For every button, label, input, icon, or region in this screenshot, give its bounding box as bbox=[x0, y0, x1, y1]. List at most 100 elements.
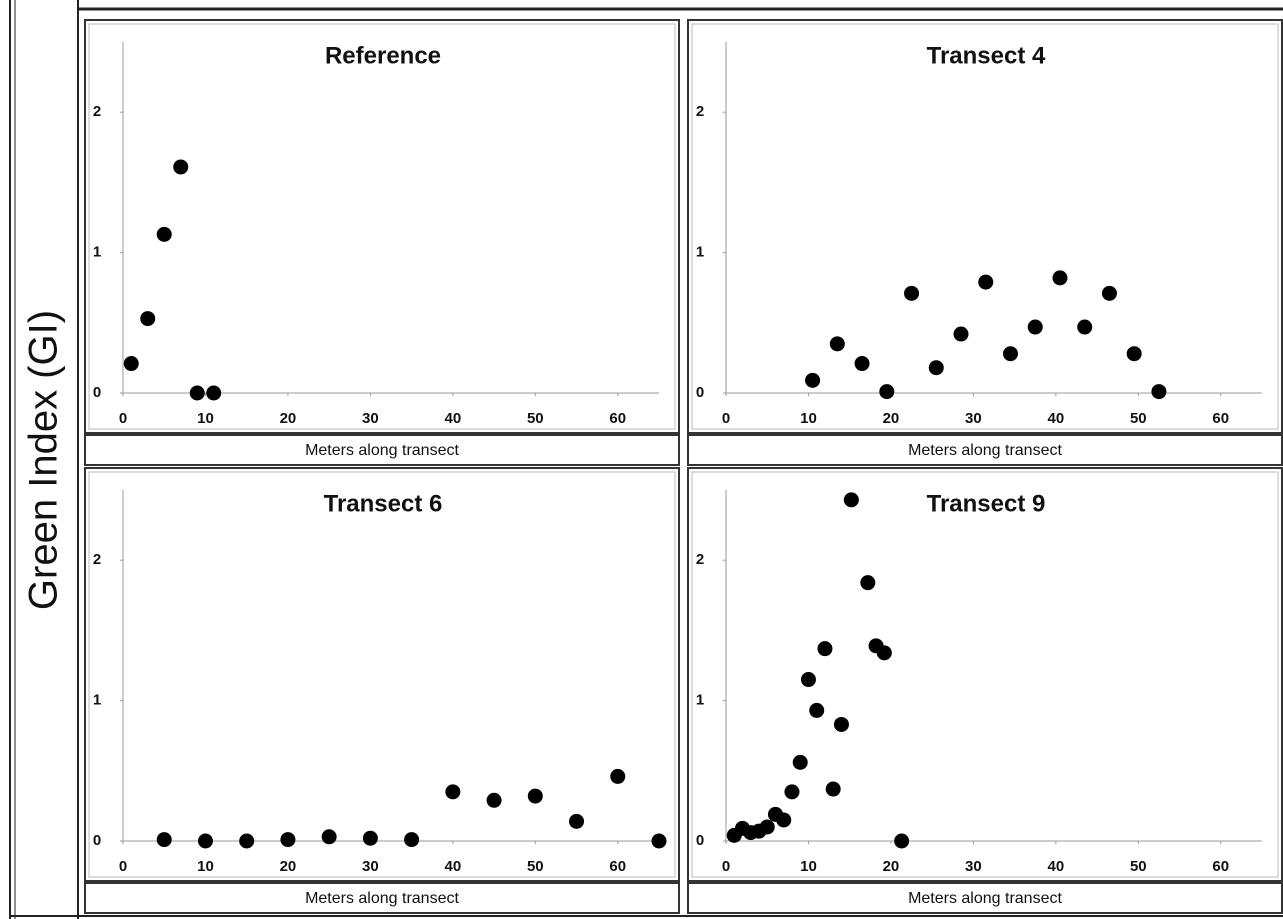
x-tick-label: 10 bbox=[197, 410, 214, 427]
point bbox=[189, 385, 205, 401]
point bbox=[843, 492, 859, 508]
point bbox=[833, 716, 849, 732]
point bbox=[825, 781, 841, 797]
y-tick-label: 1 bbox=[93, 692, 101, 709]
panel-inner bbox=[691, 23, 1279, 430]
panel-frame bbox=[687, 467, 1283, 882]
x-tick-label: 40 bbox=[445, 410, 462, 427]
point bbox=[1002, 346, 1018, 362]
point bbox=[321, 829, 337, 845]
y-tick-label: 0 bbox=[93, 384, 101, 401]
point bbox=[569, 813, 585, 829]
x-axis-label: Meters along transect bbox=[305, 442, 459, 459]
point bbox=[173, 159, 189, 175]
point bbox=[362, 830, 378, 846]
point bbox=[953, 326, 969, 342]
y-tick-label: 2 bbox=[93, 551, 101, 568]
x-tick-label: 20 bbox=[280, 410, 297, 427]
x-axis-label: Meters along transect bbox=[305, 890, 459, 907]
panel-inner bbox=[691, 471, 1279, 878]
point bbox=[829, 336, 845, 352]
point bbox=[140, 311, 156, 327]
chart-title: Transect 6 bbox=[324, 490, 443, 517]
x-tick-label: 30 bbox=[362, 858, 379, 875]
point bbox=[156, 832, 172, 848]
x-label-box bbox=[687, 434, 1283, 466]
x-axis-label: Meters along transect bbox=[908, 890, 1062, 907]
x-tick-label: 50 bbox=[1130, 410, 1147, 427]
point bbox=[1052, 270, 1068, 286]
point bbox=[206, 385, 222, 401]
x-tick-label: 10 bbox=[800, 858, 817, 875]
x-label-box bbox=[84, 882, 680, 914]
x-tick-label: 50 bbox=[527, 858, 544, 875]
panel-frame bbox=[84, 467, 680, 882]
x-tick-label: 10 bbox=[800, 410, 817, 427]
point bbox=[876, 645, 892, 661]
point bbox=[860, 575, 876, 591]
x-tick-label: 60 bbox=[609, 858, 626, 875]
y-tick-label: 2 bbox=[696, 551, 704, 568]
x-label-box bbox=[687, 882, 1283, 914]
point bbox=[445, 784, 461, 800]
point bbox=[854, 356, 870, 372]
point bbox=[280, 832, 296, 848]
point bbox=[239, 833, 255, 849]
point bbox=[123, 356, 139, 372]
x-tick-label: 30 bbox=[362, 410, 379, 427]
point bbox=[792, 754, 808, 770]
panel-inner bbox=[88, 471, 676, 878]
chart-title: Transect 4 bbox=[927, 42, 1046, 69]
point bbox=[527, 788, 543, 804]
y-tick-label: 1 bbox=[696, 692, 704, 709]
y-tick-label: 2 bbox=[696, 103, 704, 120]
point bbox=[904, 285, 920, 301]
x-tick-label: 40 bbox=[1048, 858, 1065, 875]
point bbox=[651, 833, 667, 849]
x-tick-label: 20 bbox=[883, 858, 900, 875]
y-tick-label: 0 bbox=[93, 832, 101, 849]
x-tick-label: 20 bbox=[883, 410, 900, 427]
point bbox=[1027, 319, 1043, 335]
point bbox=[486, 792, 502, 808]
y-tick-label: 2 bbox=[93, 103, 101, 120]
point bbox=[805, 372, 821, 388]
y-axis-label: Green Index (GI) bbox=[22, 310, 66, 610]
point bbox=[784, 784, 800, 800]
point bbox=[809, 702, 825, 718]
point bbox=[156, 226, 172, 242]
y-tick-label: 0 bbox=[696, 384, 704, 401]
x-tick-label: 30 bbox=[965, 858, 982, 875]
y-tick-label: 0 bbox=[696, 832, 704, 849]
panel-frame bbox=[84, 19, 680, 434]
point bbox=[978, 274, 994, 290]
point bbox=[610, 768, 626, 784]
point bbox=[1077, 319, 1093, 335]
point bbox=[197, 833, 213, 849]
chart-title: Transect 9 bbox=[927, 490, 1046, 517]
x-tick-label: 40 bbox=[445, 858, 462, 875]
point bbox=[800, 672, 816, 688]
point bbox=[404, 832, 420, 848]
x-tick-label: 60 bbox=[609, 410, 626, 427]
chart-title: Reference bbox=[325, 42, 441, 69]
x-axis-label: Meters along transect bbox=[908, 442, 1062, 459]
point bbox=[894, 833, 910, 849]
point bbox=[1126, 346, 1142, 362]
point bbox=[1151, 384, 1167, 400]
point bbox=[776, 812, 792, 828]
x-tick-label: 60 bbox=[1212, 858, 1229, 875]
panel-frame bbox=[687, 19, 1283, 434]
x-tick-label: 0 bbox=[722, 858, 730, 875]
panel-inner bbox=[88, 23, 676, 430]
y-tick-label: 1 bbox=[93, 244, 101, 261]
x-label-box bbox=[84, 434, 680, 466]
x-tick-label: 50 bbox=[1130, 858, 1147, 875]
point bbox=[1101, 285, 1117, 301]
x-tick-label: 20 bbox=[280, 858, 297, 875]
x-tick-label: 30 bbox=[965, 410, 982, 427]
x-tick-label: 0 bbox=[119, 858, 127, 875]
point bbox=[879, 384, 895, 400]
